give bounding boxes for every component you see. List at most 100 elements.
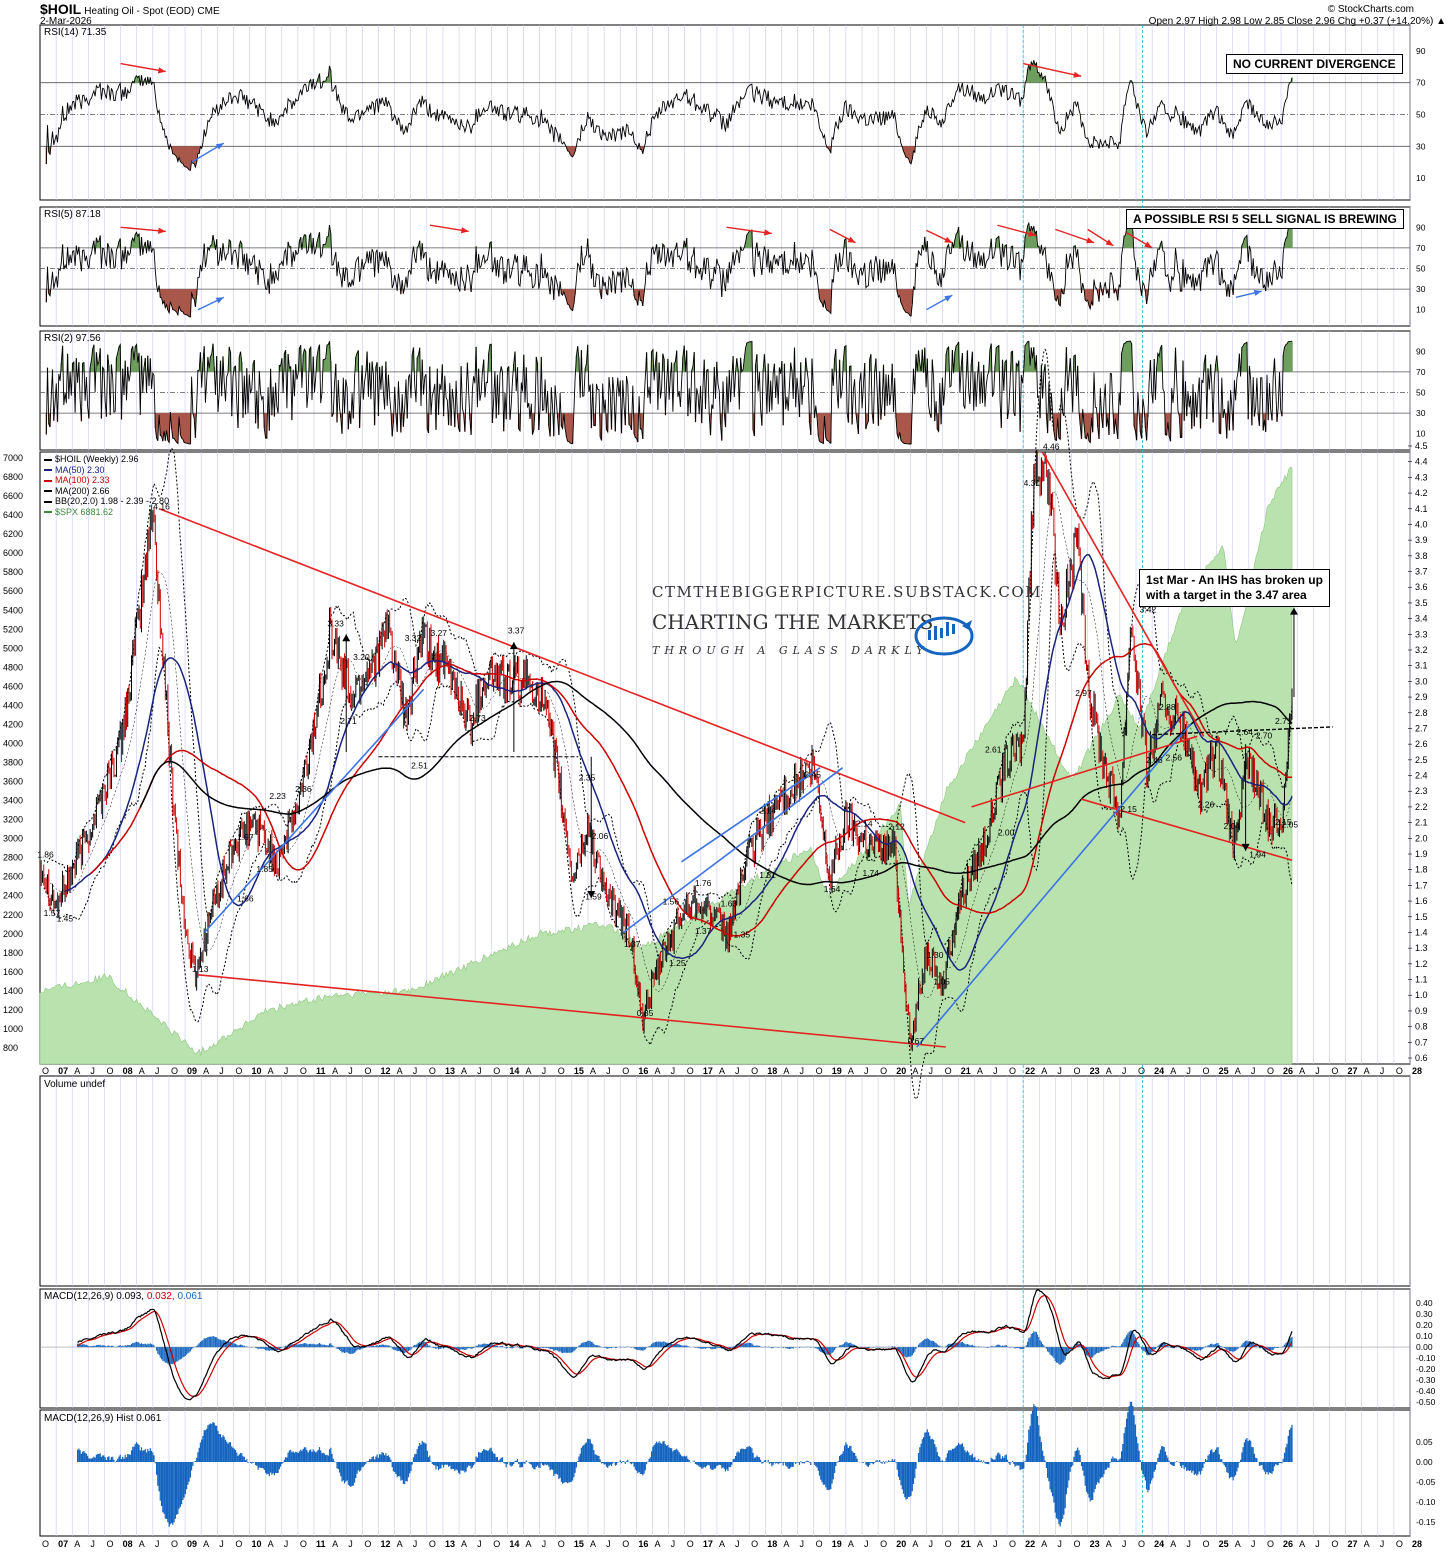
- price-tick-label: 3.8: [1415, 551, 1428, 561]
- time-axis-label: J: [348, 1066, 353, 1076]
- time-axis-label: 10: [252, 1066, 262, 1076]
- price-tick-label: 2.2: [1415, 802, 1428, 812]
- time-axis-label-bottom: A: [332, 1539, 338, 1549]
- time-axis-label-bottom: J: [284, 1539, 289, 1549]
- time-axis-label-bottom: A: [1299, 1539, 1305, 1549]
- legend-item: MA(200) 2.66: [44, 486, 169, 497]
- price-level-label: 1.05: [933, 976, 950, 986]
- macd-tick-label: 0.10: [1416, 1331, 1433, 1341]
- time-axis-label-bottom: O: [1396, 1539, 1403, 1549]
- price-tick-label: 1.5: [1415, 912, 1428, 922]
- time-axis-label: A: [654, 1066, 660, 1076]
- time-axis-label: A: [526, 1066, 532, 1076]
- time-axis-label-bottom: J: [155, 1539, 160, 1549]
- time-axis-label: A: [783, 1066, 789, 1076]
- time-axis-label-bottom: A: [397, 1539, 403, 1549]
- spx-tick-label: 5400: [3, 605, 23, 615]
- price-level-label: 2.71: [340, 716, 357, 726]
- time-axis-label-bottom: 21: [961, 1539, 971, 1549]
- volume-panel: [39, 1075, 1411, 1287]
- uptrend-line: [916, 723, 1192, 1048]
- time-axis-label: A: [1299, 1066, 1305, 1076]
- legend-item: MA(100) 2.33: [44, 475, 169, 486]
- time-axis-label: O: [106, 1066, 113, 1076]
- time-axis-label-bottom: J: [1186, 1539, 1191, 1549]
- macd-tick-label: -0.20: [1416, 1364, 1436, 1374]
- candlestick-logo-icon: [914, 616, 974, 656]
- time-axis-label: O: [687, 1066, 694, 1076]
- rsi14-note: NO CURRENT DIVERGENCE: [1226, 54, 1403, 74]
- time-axis-label: A: [1364, 1066, 1370, 1076]
- spx-tick-label: 5600: [3, 586, 23, 596]
- bb-lower-line: [43, 550, 1293, 1101]
- time-axis-label: A: [397, 1066, 403, 1076]
- rsi2-tick-label: 30: [1416, 408, 1426, 418]
- time-axis-label-bottom: O: [429, 1539, 436, 1549]
- watermark-title: CHARTING THE MARKETS: [652, 610, 934, 634]
- legend-swatch: [44, 500, 52, 503]
- price-level-label: 2.06: [592, 831, 609, 841]
- price-level-label: 2.51: [411, 760, 428, 770]
- bb-upper-line: [43, 348, 1293, 959]
- rsi14-tick-label: 70: [1416, 78, 1426, 88]
- legend-swatch: [44, 490, 52, 493]
- time-axis-label-bottom: O: [1331, 1539, 1338, 1549]
- time-axis-label-bottom: A: [1170, 1539, 1176, 1549]
- price-tick-label: 1.4: [1415, 927, 1428, 937]
- price-tick-label: 1.2: [1415, 959, 1428, 969]
- rsi5-divergence-arrow-head: [764, 229, 772, 236]
- time-axis-label-bottom: A: [203, 1539, 209, 1549]
- macd-tick-label: -0.30: [1416, 1375, 1436, 1385]
- price-level-label: 1.59: [585, 892, 602, 902]
- time-axis-label: 07: [58, 1066, 68, 1076]
- time-axis-label: 08: [123, 1066, 133, 1076]
- time-axis-label-bottom: O: [1202, 1539, 1209, 1549]
- price-level-label: 1.30: [927, 950, 944, 960]
- time-axis-label-bottom: J: [477, 1539, 482, 1549]
- price-tick-label: 0.8: [1415, 1022, 1428, 1032]
- price-level-label: 1.45: [57, 914, 74, 924]
- spx-tick-label: 1000: [3, 1024, 23, 1034]
- spx-tick-label: 3400: [3, 796, 23, 806]
- price-level-label: 1.85: [256, 864, 273, 874]
- legend-swatch: [44, 479, 52, 482]
- rsi5-divergence-arrow-head: [215, 297, 224, 304]
- time-axis-label: O: [945, 1066, 952, 1076]
- rsi14-divergence-arrow-head: [215, 143, 224, 150]
- rsi5-divergence-arrow-head: [158, 227, 166, 234]
- time-axis-label-bottom: 17: [703, 1539, 713, 1549]
- rsi2-tick-label: 10: [1416, 429, 1426, 439]
- legend-item: MA(50) 2.30: [44, 465, 169, 476]
- time-axis-label-bottom: A: [461, 1539, 467, 1549]
- price-level-label: 0.85: [637, 1008, 654, 1018]
- time-axis-label-bottom: O: [880, 1539, 887, 1549]
- time-axis-label-bottom: O: [1267, 1539, 1274, 1549]
- rsi5-tick-label: 10: [1416, 305, 1426, 315]
- price-level-label: 2.97: [1075, 688, 1092, 698]
- time-axis-label: J: [413, 1066, 418, 1076]
- time-axis-label: O: [1074, 1066, 1081, 1076]
- price-level-label: 1.94: [1249, 850, 1266, 860]
- time-axis-label: 14: [509, 1066, 519, 1076]
- price-level-label: 2.14: [856, 818, 873, 828]
- time-axis-label: A: [590, 1066, 596, 1076]
- time-axis-label: O: [364, 1066, 371, 1076]
- rsi-line: [45, 221, 1293, 318]
- rsi14-label: RSI(14) 71.35: [44, 27, 107, 38]
- spx-tick-label: 4000: [3, 738, 23, 748]
- price-level-label: 1.64: [824, 884, 841, 894]
- rsi5-divergence-arrow-head: [944, 236, 953, 243]
- price-tick-label: 0.7: [1415, 1037, 1428, 1047]
- time-axis-label-bottom: O: [687, 1539, 694, 1549]
- time-axis-label: O: [429, 1066, 436, 1076]
- price-level-label: 2.36: [295, 784, 312, 794]
- price-level-label: 1.76: [695, 878, 712, 888]
- description: Heating Oil - Spot (EOD): [84, 6, 195, 17]
- price-tick-label: 4.3: [1415, 472, 1428, 482]
- rsi14-tick-label: 50: [1416, 110, 1426, 120]
- price-level-label: 3.42: [1140, 604, 1157, 614]
- spx-tick-label: 2200: [3, 910, 23, 920]
- time-axis-label: O: [493, 1066, 500, 1076]
- spx-tick-label: 2000: [3, 929, 23, 939]
